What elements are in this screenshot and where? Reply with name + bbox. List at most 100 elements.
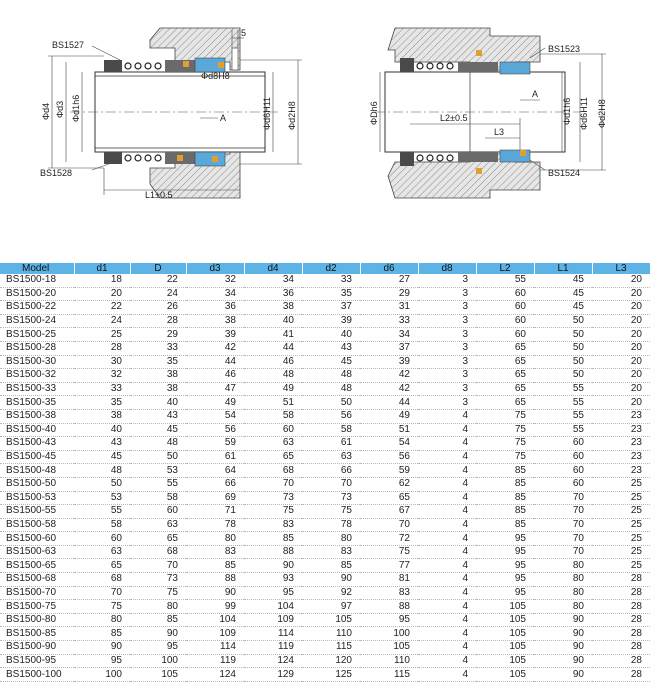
column-header: d6: [360, 263, 419, 274]
table-row: BS1500-68 68 73 88 93 90 81 4 95 80 28: [0, 572, 650, 587]
table-cell: 100: [130, 654, 186, 669]
table-cell: 24: [74, 314, 130, 329]
table-cell: 20: [592, 274, 650, 288]
table-cell: 104: [186, 613, 244, 628]
table-cell: 4: [418, 626, 476, 642]
table-cell: 125: [302, 667, 360, 682]
table-cell: 4: [418, 409, 476, 424]
table-cell: 58: [130, 491, 186, 506]
table-cell: 18: [74, 274, 130, 288]
dim-5-label: 5: [241, 28, 246, 38]
table-cell: 72: [360, 531, 418, 546]
table-cell: 4: [418, 423, 476, 438]
table-row: BS1500-85 85 90 109 114 110 100 4 105 90 28: [0, 626, 650, 642]
table-cell: 46: [244, 355, 302, 370]
table-cell: 90: [534, 654, 592, 669]
table-row: BS1500-22 22 26 36 38 37 31 3 60 45 20: [0, 300, 650, 315]
table-cell: 85: [476, 463, 534, 478]
table-cell: 28: [592, 613, 650, 628]
seal-diagrams: BS1527 BS1528 5 Φd4 Φd3 Φd1h6 Φd8H8 Φd6H…: [40, 27, 607, 200]
model-cell: BS1500-90: [0, 640, 74, 655]
table-cell: 55: [130, 477, 186, 492]
table-cell: 45: [534, 274, 592, 288]
table-cell: 71: [186, 504, 244, 519]
table-cell: 42: [360, 382, 418, 397]
table-cell: 68: [74, 572, 130, 587]
table-cell: 60: [534, 436, 592, 451]
column-header: d1: [74, 263, 131, 274]
table-cell: 32: [74, 368, 130, 383]
table-row: BS1500-95 95 100 119 124 120 110 4 105 90 28: [0, 654, 650, 669]
table-cell: 75: [476, 450, 534, 465]
table-cell: 59: [186, 436, 244, 451]
table-cell: 80: [534, 586, 592, 601]
table-cell: 114: [244, 626, 302, 642]
table-cell: 4: [418, 599, 476, 614]
table-cell: 70: [534, 531, 592, 546]
part-label-bs1527: BS1527: [52, 40, 84, 50]
table-cell: 23: [592, 463, 650, 478]
table-cell: 20: [592, 287, 650, 302]
table-cell: 4: [418, 613, 476, 628]
table-cell: 100: [360, 626, 418, 642]
table-cell: 105: [360, 640, 418, 655]
table-cell: 75: [476, 436, 534, 451]
model-cell: BS1500-43: [0, 436, 74, 451]
table-cell: 114: [186, 640, 244, 655]
table-cell: 3: [418, 382, 476, 397]
table-row: BS1500-18 18 22 32 34 33 27 3 55 45 20: [0, 274, 650, 288]
table-cell: 90: [244, 558, 302, 574]
table-cell: 53: [130, 463, 186, 478]
table-cell: 85: [476, 504, 534, 519]
table-cell: 85: [476, 491, 534, 506]
table-row: BS1500-90 90 95 114 119 115 105 4 105 90 28: [0, 640, 650, 655]
table-cell: 28: [592, 586, 650, 601]
table-cell: 33: [130, 341, 186, 356]
arrow-a-right-label: A: [532, 89, 538, 99]
table-cell: 45: [74, 450, 130, 465]
column-header: L1: [534, 263, 593, 274]
table-cell: 80: [302, 531, 360, 546]
table-row: BS1500-53 53 58 69 73 73 65 4 85 70 25: [0, 491, 650, 506]
table-cell: 48: [302, 382, 360, 397]
spring-right-bottom: [416, 154, 454, 162]
table-cell: 75: [476, 423, 534, 438]
table-row: BS1500-100 100 105 124 129 125 115 4 105 90 28: [0, 667, 650, 682]
table-cell: 40: [74, 423, 130, 438]
table-cell: 115: [302, 640, 360, 655]
table-cell: 56: [360, 450, 418, 465]
table-cell: 4: [418, 504, 476, 519]
table-cell: 50: [534, 355, 592, 370]
table-cell: 4: [418, 558, 476, 574]
table-row: BS1500-58 58 63 78 83 78 70 4 85 70 25: [0, 518, 650, 533]
spring-right-top: [416, 62, 454, 70]
table-cell: 4: [418, 667, 476, 682]
table-cell: 3: [418, 300, 476, 315]
table-cell: 3: [418, 274, 476, 288]
table-cell: 20: [592, 395, 650, 410]
model-cell: BS1500-32: [0, 368, 74, 383]
technical-drawing: BS1527 BS1528 5 Φd4 Φd3 Φd1h6 Φd8H8 Φd6H…: [0, 0, 650, 220]
table-cell: 48: [244, 368, 302, 383]
table-cell: 22: [130, 274, 186, 288]
table-cell: 58: [74, 518, 130, 533]
model-cell: BS1500-20: [0, 287, 74, 302]
table-cell: 109: [244, 613, 302, 628]
table-row: BS1500-32 32 38 46 48 48 42 3 65 50 20: [0, 368, 650, 383]
table-cell: 27: [360, 274, 418, 288]
table-cell: 49: [360, 409, 418, 424]
model-cell: BS1500-33: [0, 382, 74, 397]
table-cell: 70: [302, 477, 360, 492]
table-cell: 49: [244, 382, 302, 397]
table-cell: 4: [418, 436, 476, 451]
dim-d6-label: Φd6H11: [262, 97, 272, 130]
model-cell: BS1500-75: [0, 599, 74, 614]
table-cell: 4: [418, 491, 476, 506]
dimension-lines: [48, 30, 302, 198]
table-cell: 54: [360, 436, 418, 451]
table-cell: 42: [186, 341, 244, 356]
table-cell: 66: [302, 463, 360, 478]
table-cell: 67: [360, 504, 418, 519]
table-cell: 3: [418, 287, 476, 302]
